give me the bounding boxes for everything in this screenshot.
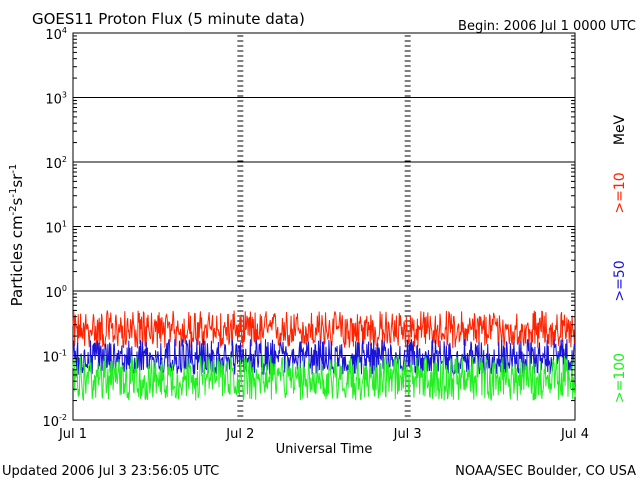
- series-line-ge100: [72, 355, 576, 401]
- plot-area: [72, 32, 576, 421]
- y-tick-label: 102: [45, 155, 67, 172]
- legend-series-50: >=50: [612, 260, 628, 301]
- y-tick-label: 10-1: [42, 349, 67, 366]
- updated-timestamp: Updated 2006 Jul 3 23:56:05 UTC: [2, 464, 219, 479]
- series-line-ge10: [72, 310, 576, 350]
- y-tick-label: 103: [45, 91, 67, 108]
- legend-unit-mev: MeV: [612, 114, 628, 145]
- x-tick-label: Jul 4: [560, 427, 589, 442]
- y-tick-label: 101: [45, 220, 67, 237]
- x-tick-label: Jul 1: [58, 427, 87, 442]
- x-tick-label: Jul 2: [225, 427, 254, 442]
- y-axis-label: Particles cm-2s-1sr-1: [8, 164, 26, 307]
- credit-label: NOAA/SEC Boulder, CO USA: [455, 464, 636, 479]
- y-tick-label: 100: [45, 284, 67, 301]
- y-tick-label: 104: [45, 26, 67, 43]
- legend-series-100: >=100: [612, 353, 628, 403]
- x-tick-label: Jul 3: [393, 427, 422, 442]
- chart-title: GOES11 Proton Flux (5 minute data): [32, 10, 305, 28]
- legend: MeV >=10 >=50 >=100: [612, 114, 628, 403]
- legend-series-10: >=10: [612, 172, 628, 213]
- series-line-ge50: [72, 338, 576, 376]
- begin-label: Begin: 2006 Jul 1 0000 UTC: [458, 19, 636, 34]
- y-tick-label: 10-2: [42, 413, 67, 430]
- x-axis-label: Universal Time: [276, 442, 373, 457]
